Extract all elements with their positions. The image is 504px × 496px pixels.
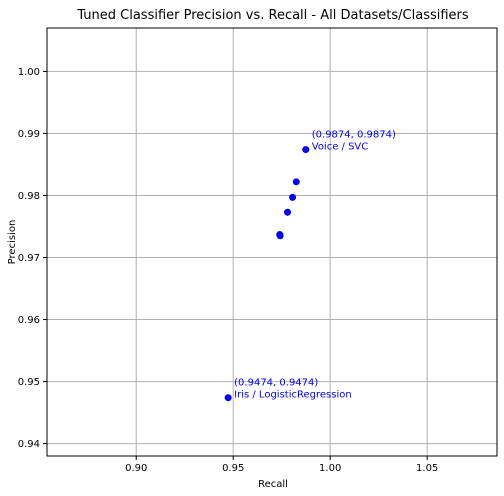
annotations: (0.9874, 0.9874)Voice / SVC (0.9474, 0.94…	[234, 130, 396, 401]
data-point	[224, 394, 232, 402]
y-tick-label: 0.95	[18, 377, 40, 388]
data-point	[284, 208, 292, 216]
x-axis-label: Recall	[258, 479, 288, 490]
data-point	[289, 193, 297, 201]
data-point	[276, 232, 284, 240]
x-tick-label: 0.95	[222, 463, 244, 474]
annotation-text: (0.9474, 0.9474)	[234, 378, 318, 389]
y-tick-label: 0.99	[18, 129, 40, 140]
data-point	[292, 178, 300, 186]
data-point	[302, 146, 310, 154]
x-tick-label: 1.00	[319, 463, 341, 474]
y-tick-label: 0.97	[18, 253, 40, 264]
data-points	[224, 146, 310, 402]
y-tick-label: 1.00	[18, 67, 40, 78]
plot-area	[46, 27, 498, 457]
annotation-text: (0.9874, 0.9874)	[312, 130, 396, 141]
y-axis-label: Precision	[7, 220, 18, 265]
axis-ticks: 0.90 0.95 1.00 1.05 0.94 0.95 0.96 0.97 0.98 0.99…	[18, 67, 439, 474]
y-tick-label: 0.96	[18, 315, 40, 326]
chart-title: Tuned Classifier Precision vs. Recall - …	[76, 8, 469, 23]
annotation-text: Iris / LogisticRegression	[234, 390, 352, 401]
y-tick-label: 0.94	[18, 439, 40, 450]
y-tick-label: 0.98	[18, 191, 40, 202]
x-tick-label: 1.05	[416, 463, 438, 474]
x-tick-label: 0.90	[125, 463, 147, 474]
grid-layer	[47, 28, 497, 456]
annotation-text: Voice / SVC	[312, 142, 369, 153]
